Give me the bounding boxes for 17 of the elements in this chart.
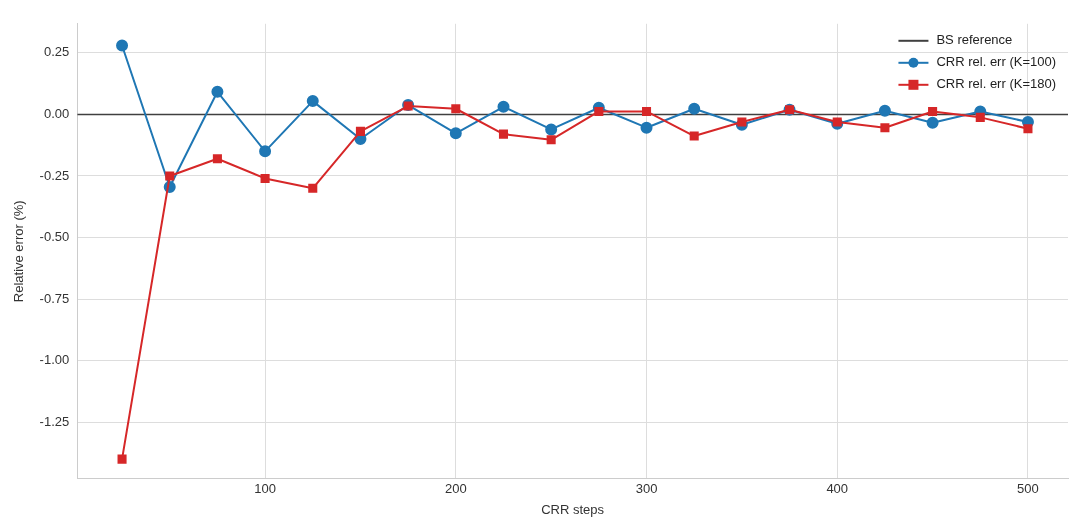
y-tick-label: 0.00: [43, 105, 70, 121]
y-axis-title: Relative error (%): [11, 200, 27, 303]
y-tick-label: -0.50: [39, 229, 70, 245]
x-tick-label: 400: [826, 481, 849, 497]
legend-label: CRR rel. err (K=180): [936, 76, 1056, 92]
x-tick-label: 500: [1017, 481, 1039, 497]
x-axis-title: CRR steps: [541, 501, 605, 517]
x-tick-label: 200: [444, 481, 467, 497]
x-tick-label: 300: [635, 481, 658, 497]
y-tick-label: -0.75: [39, 290, 70, 306]
legend-label: BS reference: [936, 32, 1013, 48]
y-tick-label: 0.25: [43, 44, 70, 60]
x-tick-label: 100: [254, 481, 276, 497]
y-tick-label: -1.00: [39, 352, 70, 368]
y-tick-label: -0.25: [39, 167, 70, 183]
legend-label: CRR rel. err (K=100): [936, 54, 1056, 70]
y-tick-label: -1.25: [39, 413, 70, 429]
